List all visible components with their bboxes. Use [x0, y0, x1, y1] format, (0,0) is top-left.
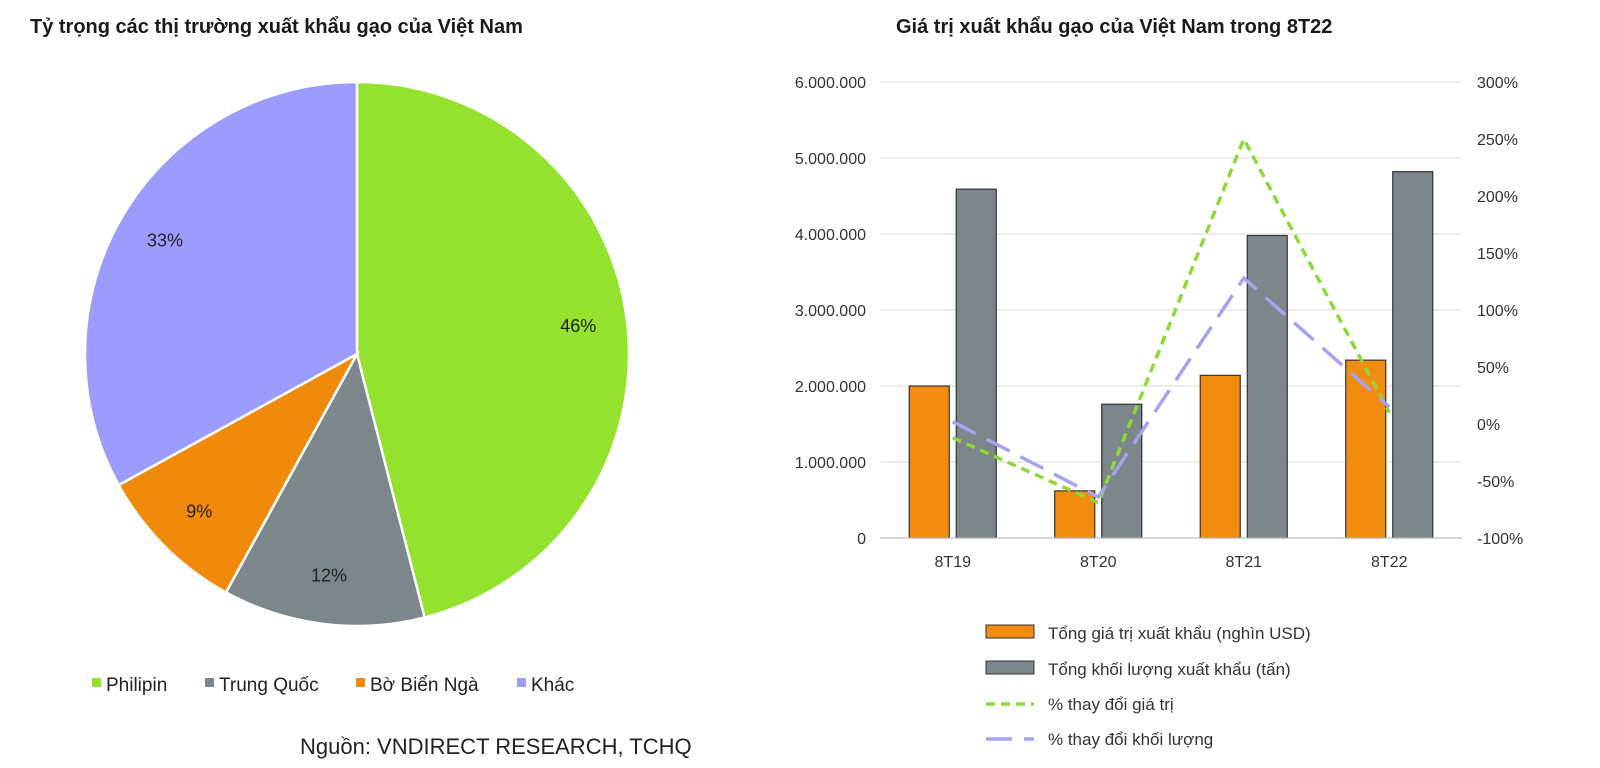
pie-legend-label: Philipin: [106, 675, 167, 696]
y-right-tick-label: 100%: [1477, 303, 1518, 320]
bar-chart-title: Giá trị xuất khẩu gạo của Việt Nam trong…: [896, 16, 1333, 38]
y-left-tick-label: 1.000.000: [795, 455, 866, 472]
legend-label: Tổng khối lượng xuất khẩu (tấn): [1048, 660, 1291, 679]
pie-slice-bờ-biển-ngà: [116, 350, 361, 595]
source-note: Nguồn: VNDIRECT RESEARCH, TCHQ: [300, 734, 692, 759]
legend-label: Tổng giá trị xuất khẩu (nghìn USD): [1048, 624, 1311, 643]
y-right-tick-label: -100%: [1477, 531, 1523, 548]
pie-value-label: 12%: [311, 565, 347, 585]
line-volume-change: [951, 275, 1391, 500]
pie-value-label: 33%: [147, 231, 183, 251]
pie-legend-swatch: [517, 678, 526, 687]
x-tick-label: 8T19: [935, 554, 972, 571]
bar-export-volume: [1392, 171, 1434, 539]
y-left-tick-label: 4.000.000: [795, 227, 866, 244]
y-left-tick-label: 0: [857, 531, 866, 548]
bar-export-value: [1199, 374, 1241, 539]
pie-chart: 46% 12% 9% 33% Philipin Trung Quốc Bờ Biển Ngà…: [83, 80, 631, 696]
legend-swatch: [985, 660, 1035, 675]
pie-slice-khác: [83, 80, 359, 487]
pie-legend-swatch: [92, 678, 101, 687]
y-right-tick-label: 50%: [1477, 360, 1509, 377]
bar-export-value: [1054, 490, 1096, 539]
pie-legend-label: Bờ Biển Ngà: [370, 675, 479, 696]
legend-swatch: [985, 624, 1035, 639]
legend-label: % thay đổi giá trị: [1048, 695, 1174, 714]
y-right-tick-label: 0%: [1477, 417, 1500, 434]
y-right-tick-label: 250%: [1477, 132, 1518, 149]
bar-export-value: [1345, 359, 1387, 539]
y-left-tick-label: 2.000.000: [795, 379, 866, 396]
pie-value-label: 46%: [560, 316, 596, 336]
pie-legend-label: Khác: [531, 675, 574, 696]
line-value-change: [952, 134, 1391, 506]
bar-export-value: [908, 385, 950, 539]
legend-label: % thay đổi khối lượng: [1048, 730, 1213, 749]
y-right-tick-label: 300%: [1477, 75, 1518, 92]
pie-slice-trung-quốc: [224, 350, 427, 628]
bar-export-volume: [1246, 234, 1288, 539]
y-right-tick-label: 150%: [1477, 246, 1518, 263]
pie-legend-label: Trung Quốc: [219, 675, 319, 696]
pie-chart-title: Tỷ trọng các thị trường xuất khẩu gạo củ…: [30, 16, 523, 38]
pie-slice-philipin: [355, 80, 631, 619]
pie-legend-swatch: [356, 678, 365, 687]
y-right-tick-label: -50%: [1477, 474, 1514, 491]
pie-value-label: 9%: [186, 502, 212, 522]
y-left-tick-label: 5.000.000: [795, 151, 866, 168]
bar-export-volume: [955, 188, 997, 539]
y-left-tick-label: 3.000.000: [795, 303, 866, 320]
pie-legend-swatch: [205, 678, 214, 687]
x-tick-label: 8T20: [1080, 554, 1117, 571]
y-left-tick-label: 6.000.000: [795, 75, 866, 92]
y-right-tick-label: 200%: [1477, 189, 1518, 206]
x-tick-label: 8T22: [1371, 554, 1408, 571]
bar-export-volume: [1101, 403, 1143, 539]
x-tick-label: 8T21: [1226, 554, 1263, 571]
